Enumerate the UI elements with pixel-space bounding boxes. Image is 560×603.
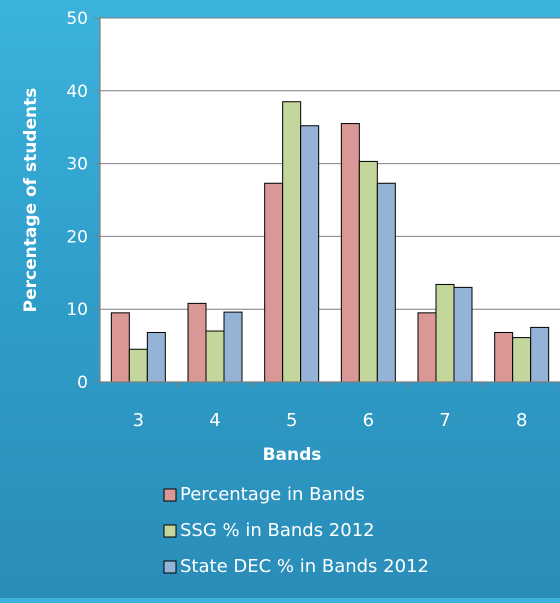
y-tick-label: 0 <box>77 373 88 393</box>
legend-swatch <box>163 524 177 538</box>
x-tick-label: 4 <box>209 410 220 431</box>
bar <box>205 330 225 383</box>
x-tick-label: 6 <box>363 410 374 431</box>
bar <box>187 302 207 383</box>
x-axis-label: Bands <box>263 445 322 465</box>
axes <box>94 17 560 388</box>
bar <box>435 283 455 383</box>
x-tick-label: 8 <box>516 410 527 431</box>
bar <box>494 331 514 383</box>
x-tick-label: 7 <box>439 410 450 431</box>
y-tick-label: 50 <box>66 9 88 29</box>
legend: Percentage in Bands SSG % in Bands 2012 St… <box>163 484 429 577</box>
tick-labels: 0 10 20 30 40 50 3 4 5 6 7 8 <box>66 9 527 431</box>
bar <box>128 348 148 383</box>
bar <box>530 326 550 383</box>
bar <box>512 337 532 383</box>
x-tick-label: 3 <box>133 410 144 431</box>
x-tick-label: 5 <box>286 410 297 431</box>
legend-label: Percentage in Bands <box>180 484 365 505</box>
legend-label: SSG % in Bands 2012 <box>180 520 375 541</box>
plot-area <box>100 18 560 382</box>
bar <box>110 312 130 383</box>
y-tick-label: 10 <box>66 300 88 320</box>
legend-swatch <box>163 488 177 502</box>
y-tick-label: 20 <box>66 227 88 247</box>
bar <box>340 123 360 383</box>
bar <box>376 182 396 383</box>
bar <box>453 286 473 383</box>
bar <box>417 312 437 383</box>
bar <box>264 182 284 383</box>
bar <box>223 311 243 383</box>
y-axis-label: Percentage of students <box>21 88 41 313</box>
y-tick-label: 40 <box>66 82 88 102</box>
y-tick-label: 30 <box>66 155 88 175</box>
legend-label: State DEC % in Bands 2012 <box>180 556 429 577</box>
bar <box>282 101 302 383</box>
bar <box>358 160 378 383</box>
bar <box>146 331 166 383</box>
gridlines <box>100 17 560 310</box>
legend-swatch <box>163 560 177 574</box>
bar <box>300 125 320 383</box>
